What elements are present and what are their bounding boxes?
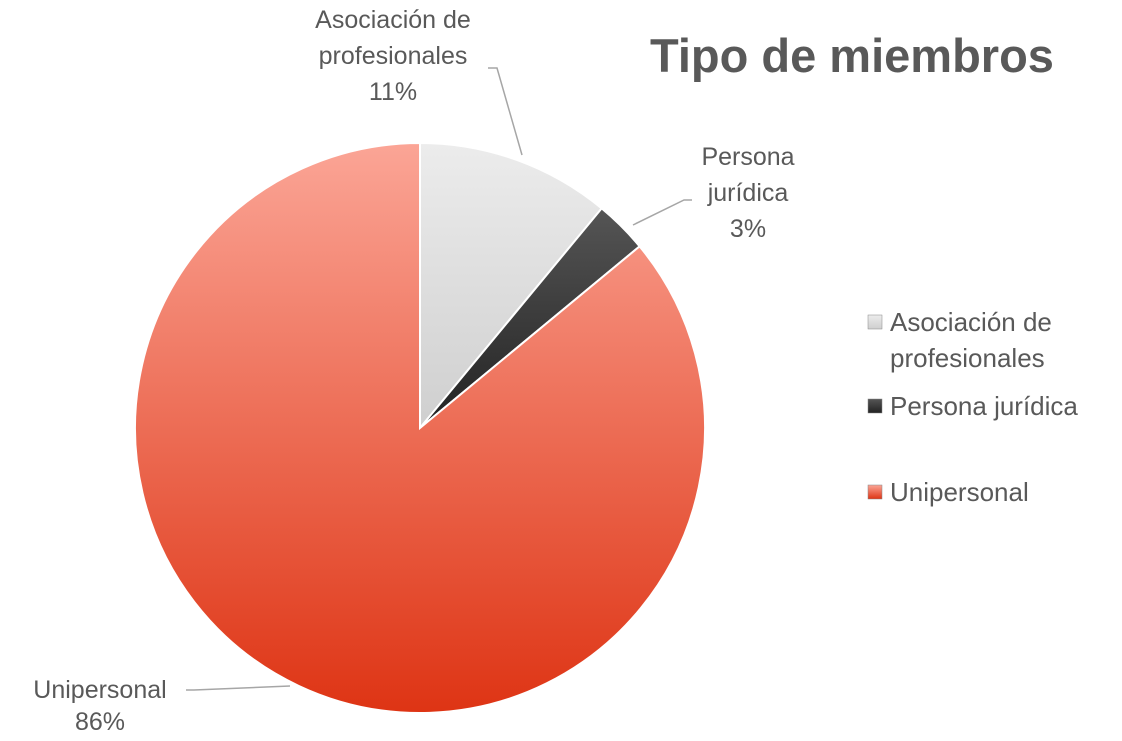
legend-marker	[867, 398, 883, 414]
chart-title: Tipo de miembros	[650, 29, 1054, 82]
legend-marker	[867, 314, 883, 330]
data-label-name: Persona jurídica	[701, 143, 795, 207]
legend-marker	[867, 484, 883, 500]
leader-line	[186, 685, 291, 691]
legend-label: Asociación de profesionales	[890, 307, 1052, 373]
data-label-value: 11%	[368, 78, 418, 106]
data-label-name: Asociación de profesionales	[315, 6, 471, 70]
leader-line	[632, 199, 692, 226]
legend-label: Persona jurídica	[890, 391, 1078, 421]
data-label-value: 86%	[74, 708, 126, 736]
data-label-name: Unipersonal	[33, 676, 167, 704]
pie-slice	[134, 141, 706, 714]
leader-line	[488, 67, 523, 156]
legend-label: Unipersonal	[890, 477, 1029, 507]
pie-slice	[419, 141, 604, 431]
data-label-value: 3%	[729, 215, 767, 243]
